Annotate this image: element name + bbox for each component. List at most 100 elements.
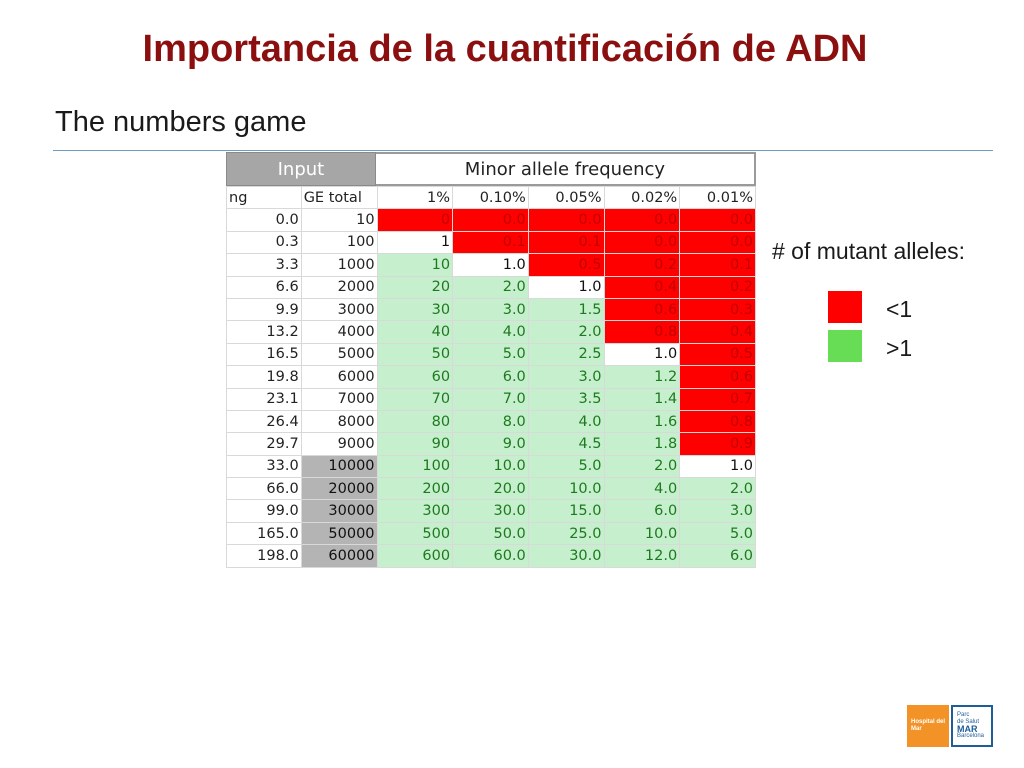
ge-total-cell: 20000 [300,477,378,501]
maf-cell: 30.0 [452,499,529,523]
table-row: 26.4 8000 80 8.0 4.0 1.6 0.8 [226,409,756,434]
maf-cell: 600 [376,544,454,568]
table-body: 0.0 10 0 0.0 0.0 0.0 0.0 0.3 100 1 0.1 0.1 0.0 0.0 3.3… [226,208,756,568]
table-header-row: Input Minor allele frequency [226,152,756,186]
maf-cell: 60 [376,365,454,389]
maf-cell: 0.0 [452,208,529,232]
maf-cell: 6.0 [452,365,529,389]
column-header: ng [226,185,302,210]
parc-logo-line1: Parc [957,712,970,718]
table-row: 3.3 1000 10 1.0 0.5 0.2 0.1 [226,253,756,277]
ng-cell: 198.0 [226,544,302,568]
maf-cell: 0.0 [603,230,681,255]
maf-cell: 0.0 [527,208,605,232]
maf-cell: 9.0 [452,432,529,456]
ng-cell: 3.3 [226,253,302,277]
ng-cell: 165.0 [226,521,302,546]
maf-cell: 2.5 [527,342,605,367]
maf-cell: 3.0 [527,365,605,389]
ge-total-cell: 3000 [300,297,378,322]
maf-cell: 0.4 [679,320,756,344]
maf-cell: 0.2 [679,275,756,299]
maf-cell: 1.0 [452,253,529,277]
maf-cell: 100 [376,454,454,479]
maf-cell: 0.2 [603,253,681,277]
ge-total-cell: 60000 [300,544,378,568]
maf-cell: 90 [376,432,454,456]
maf-cell: 3.5 [527,387,605,411]
maf-cell: 4.5 [527,432,605,456]
maf-cell: 3.0 [452,297,529,322]
maf-cell: 0.1 [679,253,756,277]
maf-cell: 15.0 [527,499,605,523]
maf-cell: 1.0 [603,342,681,367]
table-row: 198.0 60000 600 60.0 30.0 12.0 6.0 [226,544,756,568]
maf-cell: 70 [376,387,454,411]
maf-cell: 1 [376,230,454,255]
ge-total-cell: 4000 [300,320,378,344]
ge-total-cell: 100 [300,230,378,255]
maf-cell: 10.0 [452,454,529,479]
maf-cell: 0.0 [679,208,756,232]
maf-cell: 50 [376,342,454,367]
maf-cell: 200 [376,477,454,501]
table-row: 33.0 10000 100 10.0 5.0 2.0 1.0 [226,454,756,479]
maf-cell: 10 [376,253,454,277]
maf-cell: 0.1 [452,230,529,255]
legend-label-less: <1 [886,296,913,322]
column-header: 1% [376,185,454,210]
table-row: 66.0 20000 200 20.0 10.0 4.0 2.0 [226,477,756,501]
maf-cell: 4.0 [603,477,681,501]
hospital-del-mar-logo: Hospital del Mar [907,705,949,747]
maf-cell: 12.0 [603,544,681,568]
ge-total-cell: 2000 [300,275,378,299]
maf-cell: 0.9 [679,432,756,456]
maf-cell: 30 [376,297,454,322]
maf-cell: 1.0 [679,454,756,479]
ng-cell: 99.0 [226,499,302,523]
table-row: 9.9 3000 30 3.0 1.5 0.6 0.3 [226,297,756,322]
maf-cell: 0.8 [603,320,681,344]
maf-cell: 0.0 [679,230,756,255]
legend-title: # of mutant alleles: [772,238,966,264]
maf-cell: 1.2 [603,365,681,389]
table-row: 0.3 100 1 0.1 0.1 0.0 0.0 [226,230,756,255]
ng-cell: 6.6 [226,275,302,299]
table-row: 6.6 2000 20 2.0 1.0 0.4 0.2 [226,275,756,299]
column-header: GE total [300,185,378,210]
ng-cell: 16.5 [226,342,302,367]
maf-cell: 5.0 [452,342,529,367]
table-row: 0.0 10 0 0.0 0.0 0.0 0.0 [226,208,756,232]
ng-cell: 66.0 [226,477,302,501]
slide-title: Importancia de la cuantificación de ADN [142,28,868,70]
column-header: 0.02% [603,185,681,210]
maf-cell: 10.0 [527,477,605,501]
maf-cell: 25.0 [527,521,605,546]
maf-cell: 2.0 [452,275,529,299]
legend-label-more: >1 [886,335,913,361]
maf-cell: 60.0 [452,544,529,568]
table-row: 13.2 4000 40 4.0 2.0 0.8 0.4 [226,320,756,344]
ng-cell: 23.1 [226,387,302,411]
maf-cell: 6.0 [679,544,756,568]
maf-header: Minor allele frequency [375,152,756,186]
column-header: 0.05% [527,185,605,210]
ge-total-cell: 30000 [300,499,378,523]
maf-cell: 10.0 [603,521,681,546]
ge-total-cell: 9000 [300,432,378,456]
ge-total-cell: 1000 [300,253,378,277]
maf-cell: 0.5 [679,342,756,367]
ng-cell: 0.0 [226,208,302,232]
ng-cell: 29.7 [226,432,302,456]
ng-cell: 0.3 [226,230,302,255]
ge-total-cell: 6000 [300,365,378,389]
parc-logo-line4: Barcelona [957,733,985,739]
maf-cell: 30.0 [527,544,605,568]
ng-cell: 9.9 [226,297,302,322]
maf-cell: 3.0 [679,499,756,523]
ng-cell: 19.8 [226,365,302,389]
ge-total-cell: 10 [300,208,378,232]
maf-cell: 4.0 [452,320,529,344]
input-header: Input [226,152,376,186]
table-row: 99.0 30000 300 30.0 15.0 6.0 3.0 [226,499,756,523]
